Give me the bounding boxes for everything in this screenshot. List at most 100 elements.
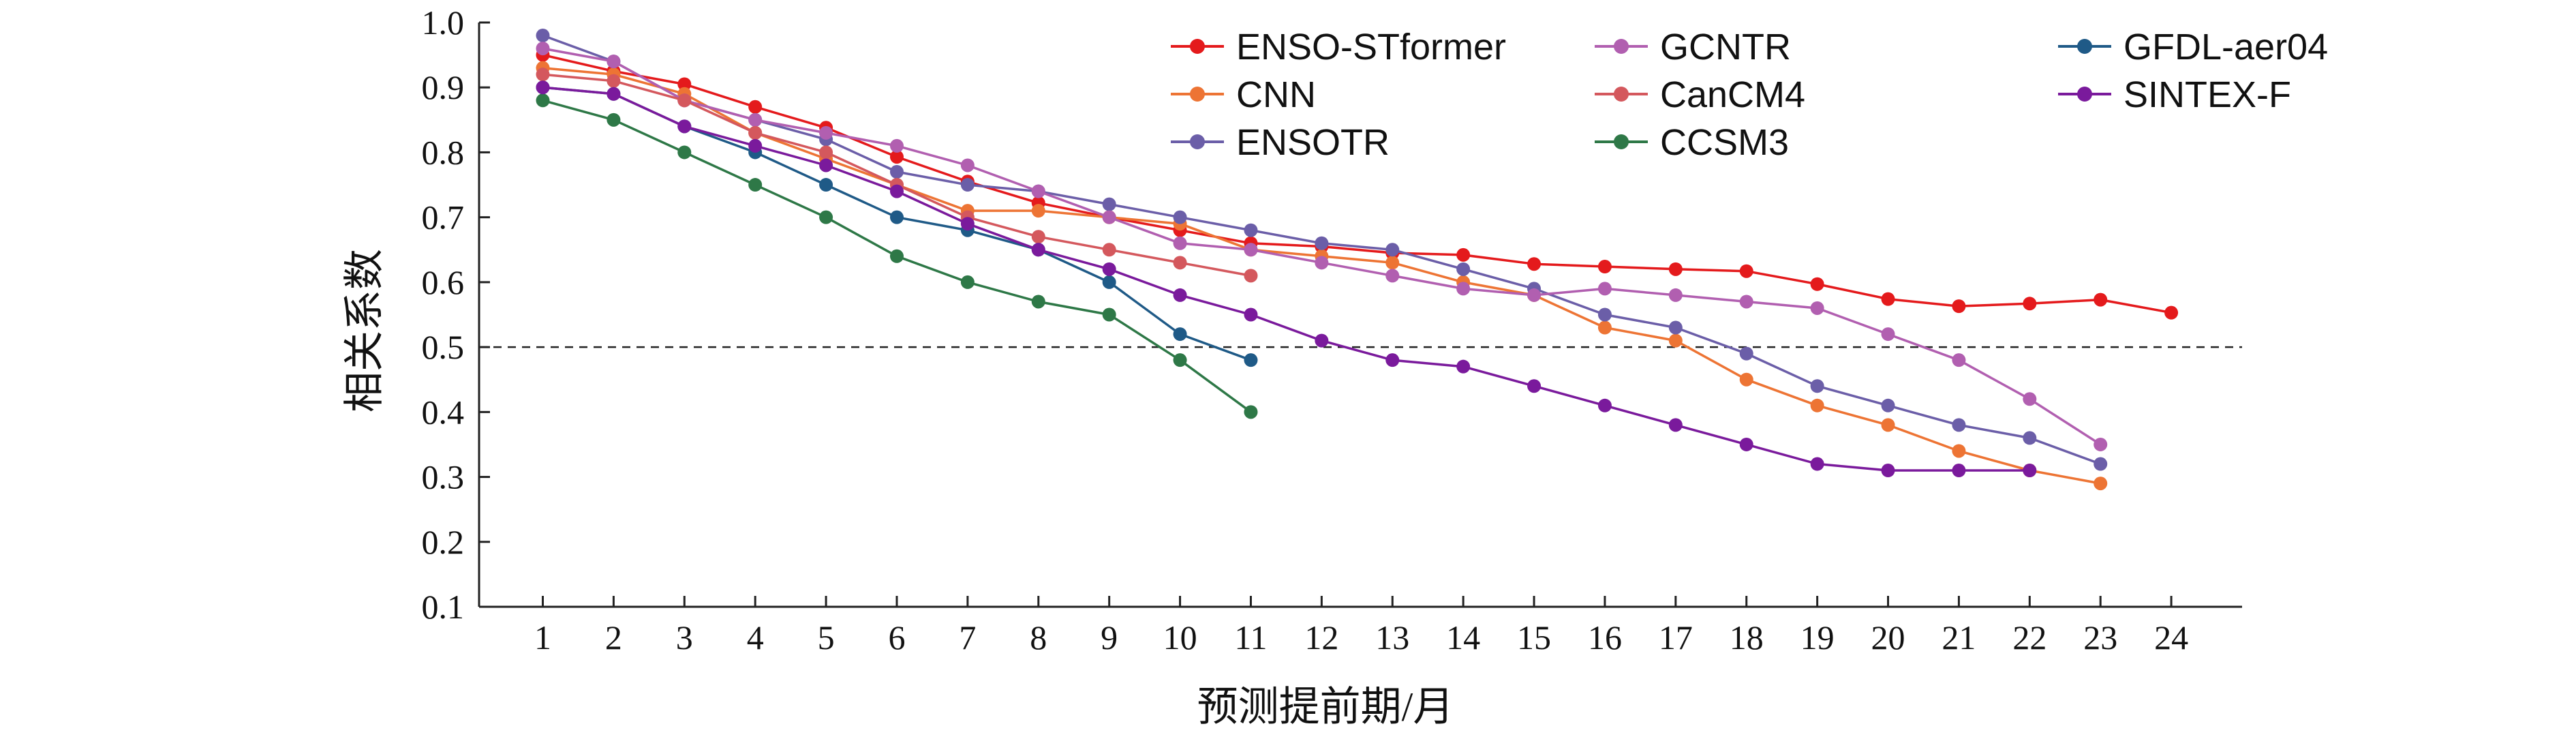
data-point	[2094, 477, 2108, 491]
x-tick-label: 3	[676, 618, 693, 657]
series-line	[542, 53, 2172, 314]
x-tick-label: 7	[959, 618, 976, 657]
x-tick-label: 17	[1659, 618, 1693, 657]
data-point	[607, 74, 621, 88]
data-point	[1456, 247, 1471, 262]
data-point	[1739, 264, 1753, 278]
data-point	[889, 184, 904, 198]
data-point	[2023, 431, 2037, 445]
data-point	[1668, 320, 1683, 335]
data-point	[536, 80, 550, 95]
y-tick-label: 0.7	[422, 198, 465, 237]
data-point	[1385, 243, 1400, 257]
data-point	[607, 55, 621, 69]
data-point	[1244, 269, 1258, 283]
data-point	[748, 178, 763, 192]
legend: ENSO-STformer CNN ENSOTR GCNTR CanCM4 CCSM3 GF…	[1171, 27, 2328, 163]
data-point	[819, 210, 833, 224]
x-tick-label: 24	[2154, 618, 2188, 657]
x-tick-label: 9	[1101, 618, 1118, 657]
x-tick-label: 16	[1588, 618, 1622, 657]
data-point	[1739, 437, 1753, 451]
data-point	[1244, 307, 1258, 322]
data-point	[1173, 210, 1187, 224]
data-point	[677, 145, 692, 160]
data-point	[1244, 243, 1258, 257]
data-point	[819, 125, 833, 140]
data-point	[1315, 236, 1329, 250]
legend-swatch-marker	[1614, 87, 1629, 102]
data-point	[1173, 256, 1187, 270]
x-tick-label: 13	[1375, 618, 1409, 657]
x-tick-label: 11	[1234, 618, 1267, 657]
data-point	[1102, 262, 1116, 276]
data-point	[1527, 257, 1542, 271]
data-point	[889, 165, 904, 179]
x-tick-label: 2	[605, 618, 622, 657]
data-point	[1597, 307, 1612, 322]
y-tick-label: 0.1	[422, 588, 465, 626]
x-tick-label: 20	[1871, 618, 1905, 657]
legend-swatch-marker	[1614, 134, 1629, 149]
data-point	[960, 217, 975, 231]
legend-swatch-marker	[1190, 39, 1205, 54]
data-point	[1244, 223, 1258, 237]
x-tick-label: 23	[2083, 618, 2117, 657]
data-point	[1031, 230, 1045, 244]
legend-label: GFDL-aer04	[2123, 27, 2328, 67]
data-point	[536, 29, 550, 43]
data-point	[819, 178, 833, 192]
x-tick-label: 10	[1163, 618, 1197, 657]
x-tick-label: 1	[534, 618, 551, 657]
series-ENSOTR	[536, 29, 2108, 471]
data-point	[1031, 243, 1045, 257]
data-point	[607, 87, 621, 101]
legend-label: SINTEX-F	[2123, 74, 2291, 115]
data-point	[2094, 457, 2108, 471]
data-point	[536, 42, 550, 56]
data-point	[1952, 464, 1966, 478]
data-point	[1173, 288, 1187, 302]
legend-item: ENSOTR	[1171, 122, 1390, 163]
data-point	[1739, 372, 1753, 387]
x-tick-label: 14	[1446, 618, 1480, 657]
data-point	[1810, 457, 1824, 471]
data-point	[1173, 236, 1187, 250]
data-point	[2094, 292, 2108, 307]
data-point	[1597, 282, 1612, 296]
x-tick-label: 19	[1800, 618, 1835, 657]
legend-swatch-marker	[2077, 87, 2092, 102]
data-point	[1952, 444, 1966, 458]
data-point	[960, 275, 975, 289]
data-point	[1102, 307, 1116, 322]
y-tick-label: 0.6	[422, 263, 465, 301]
data-point	[1810, 398, 1824, 412]
data-point	[1668, 262, 1683, 276]
x-axis-title: 预测提前期/月	[1197, 685, 1454, 730]
data-point	[1597, 320, 1612, 335]
series-CCSM3	[536, 93, 1258, 419]
series-SINTEX-F	[536, 80, 2037, 478]
data-point	[1952, 353, 1966, 367]
data-point	[1810, 301, 1824, 315]
data-point	[1456, 282, 1471, 296]
data-point	[1597, 398, 1612, 412]
data-point	[1385, 256, 1400, 270]
data-point	[1031, 295, 1045, 309]
data-point	[1244, 353, 1258, 367]
data-point	[1173, 353, 1187, 367]
data-point	[889, 210, 904, 224]
legend-item: CanCM4	[1595, 74, 1805, 115]
y-axis: 0.1 0.2 0.3 0.4 0.5 0.6 0.7 0.8 0.9 1.0	[422, 3, 490, 626]
data-point	[607, 112, 621, 127]
data-point	[1668, 333, 1683, 348]
data-point	[1173, 327, 1187, 342]
legend-item: GCNTR	[1595, 27, 1791, 67]
data-point	[889, 138, 904, 153]
data-point	[1810, 379, 1824, 393]
legend-label: CNN	[1236, 74, 1316, 115]
legend-label: ENSOTR	[1236, 122, 1390, 163]
data-point	[748, 125, 763, 140]
legend-swatch-marker	[1190, 134, 1205, 149]
